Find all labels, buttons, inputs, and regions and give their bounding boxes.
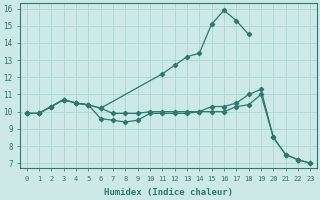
X-axis label: Humidex (Indice chaleur): Humidex (Indice chaleur) bbox=[104, 188, 233, 197]
